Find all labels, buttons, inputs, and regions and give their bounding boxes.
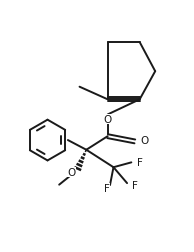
Text: F: F — [104, 183, 110, 193]
Text: F: F — [132, 180, 138, 190]
Text: F: F — [137, 158, 143, 168]
Text: O: O — [104, 114, 112, 124]
Text: O: O — [140, 136, 149, 146]
Text: O: O — [67, 167, 76, 177]
